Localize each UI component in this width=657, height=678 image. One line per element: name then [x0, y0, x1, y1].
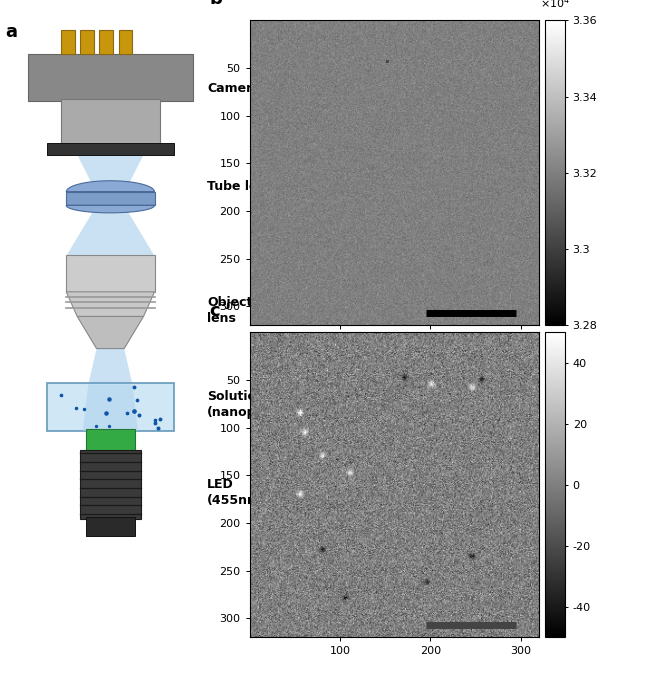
Bar — [47, 382, 174, 431]
Polygon shape — [83, 384, 138, 431]
Polygon shape — [66, 205, 154, 213]
Text: Tube lens: Tube lens — [207, 180, 274, 193]
Polygon shape — [78, 317, 143, 348]
Bar — [80, 30, 94, 54]
Text: c: c — [209, 302, 220, 320]
Bar — [47, 142, 174, 155]
Text: $\times10^4$: $\times10^4$ — [540, 0, 570, 12]
Bar — [80, 450, 141, 519]
Polygon shape — [66, 192, 154, 205]
Text: Camera: Camera — [207, 82, 261, 95]
Text: Objective
lens: Objective lens — [207, 296, 273, 325]
Polygon shape — [88, 348, 133, 384]
Bar — [28, 54, 193, 100]
Bar — [60, 30, 74, 54]
Polygon shape — [78, 155, 143, 193]
Text: a: a — [5, 24, 18, 41]
Polygon shape — [66, 292, 154, 317]
Bar — [119, 30, 133, 54]
Bar — [85, 517, 135, 536]
Bar — [60, 99, 160, 144]
Bar — [66, 255, 154, 292]
Text: b: b — [209, 0, 222, 8]
Bar — [99, 30, 113, 54]
Polygon shape — [66, 181, 154, 192]
Polygon shape — [66, 205, 154, 256]
Text: LED
(455nm): LED (455nm) — [207, 478, 267, 507]
Text: Solution
(nanoparticles): Solution (nanoparticles) — [207, 390, 314, 418]
Bar — [85, 429, 135, 451]
